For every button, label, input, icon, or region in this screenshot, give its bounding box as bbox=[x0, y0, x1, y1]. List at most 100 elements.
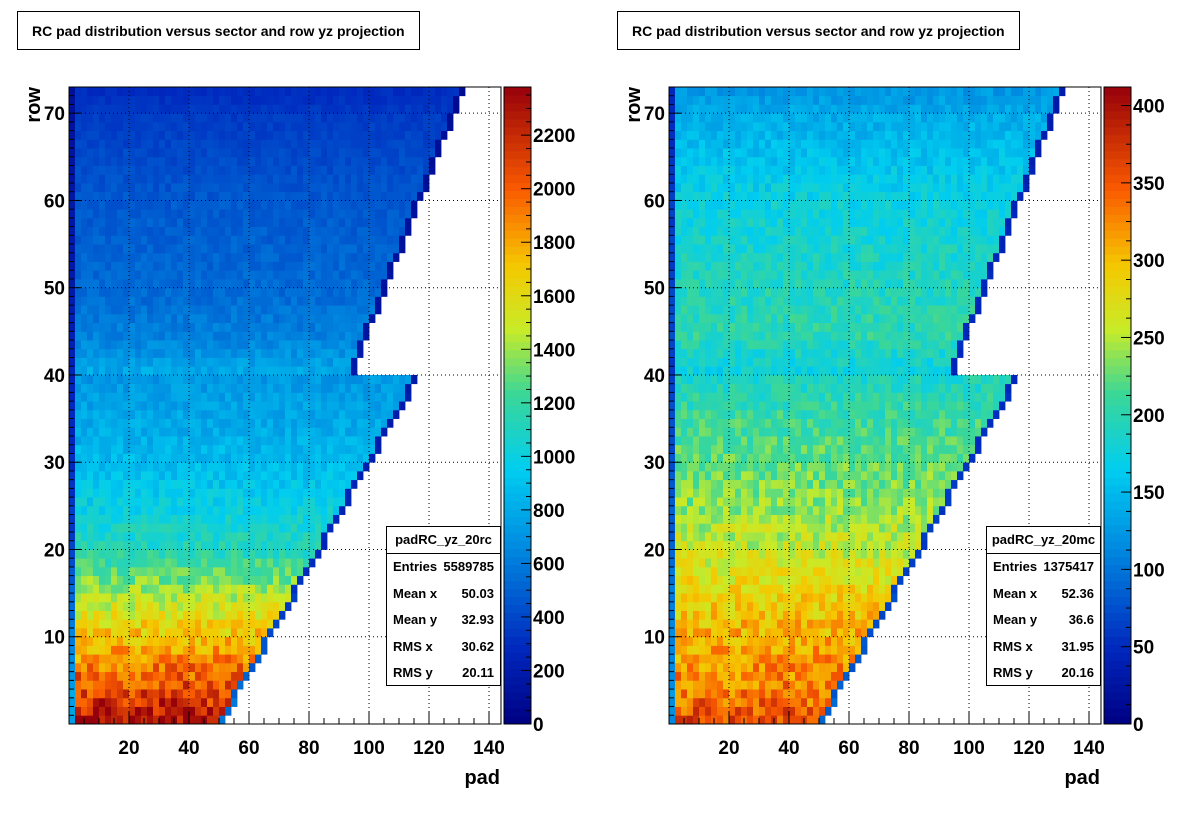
heatmap-cell bbox=[825, 611, 831, 620]
heatmap-cell bbox=[933, 471, 939, 480]
heatmap-cell bbox=[771, 602, 777, 611]
heatmap-cell bbox=[105, 436, 111, 445]
heatmap-cell bbox=[141, 462, 147, 471]
heatmap-cell bbox=[771, 680, 777, 689]
heatmap-cell bbox=[141, 707, 147, 716]
heatmap-cell bbox=[303, 549, 309, 558]
heatmap-cell bbox=[693, 549, 699, 558]
heatmap-cell bbox=[321, 323, 327, 332]
heatmap-cell bbox=[123, 305, 129, 314]
heatmap-cell bbox=[801, 663, 807, 672]
heatmap-cell bbox=[741, 645, 747, 654]
heatmap-cell bbox=[171, 349, 177, 358]
heatmap-cell bbox=[255, 218, 261, 227]
heatmap-cell bbox=[99, 698, 105, 707]
heatmap-cell bbox=[255, 515, 261, 524]
heatmap-cell bbox=[147, 401, 153, 410]
heatmap-cell bbox=[249, 436, 255, 445]
heatmap-cell bbox=[243, 314, 249, 323]
heatmap-cell bbox=[789, 680, 795, 689]
heatmap-cell bbox=[195, 113, 201, 122]
heatmap-cell bbox=[243, 515, 249, 524]
heatmap-cell bbox=[669, 654, 675, 663]
heatmap-cell bbox=[165, 567, 171, 576]
heatmap-cell bbox=[165, 340, 171, 349]
heatmap-cell bbox=[327, 104, 333, 113]
heatmap-cell bbox=[135, 270, 141, 279]
heatmap-cell bbox=[159, 410, 165, 419]
heatmap-cell bbox=[129, 506, 135, 515]
heatmap-cell bbox=[825, 602, 831, 611]
heatmap-cell bbox=[171, 645, 177, 654]
heatmap-cell bbox=[711, 532, 717, 541]
heatmap-cell bbox=[225, 366, 231, 375]
heatmap-cell bbox=[81, 227, 87, 236]
heatmap-cell bbox=[831, 654, 837, 663]
heatmap-cell bbox=[183, 113, 189, 122]
heatmap-cell bbox=[219, 209, 225, 218]
heatmap-cell bbox=[819, 576, 825, 585]
heatmap-cell bbox=[87, 279, 93, 288]
heatmap-cell bbox=[789, 698, 795, 707]
heatmap-cell bbox=[369, 270, 375, 279]
heatmap-cell bbox=[381, 288, 387, 297]
heatmap-cell bbox=[159, 305, 165, 314]
heatmap-cell bbox=[669, 663, 675, 672]
y-tick-label: 10 bbox=[44, 628, 65, 649]
heatmap-cell bbox=[399, 401, 405, 410]
heatmap-cell bbox=[387, 174, 393, 183]
heatmap-cell bbox=[681, 645, 687, 654]
heatmap-cell bbox=[171, 698, 177, 707]
heatmap-cell bbox=[99, 183, 105, 192]
heatmap-cell bbox=[867, 576, 873, 585]
heatmap-cell bbox=[225, 584, 231, 593]
heatmap-cell bbox=[231, 331, 237, 340]
heatmap-cell bbox=[831, 497, 837, 506]
heatmap-cell bbox=[243, 331, 249, 340]
heatmap-cell bbox=[219, 148, 225, 157]
heatmap-cell bbox=[189, 340, 195, 349]
heatmap-cell bbox=[279, 471, 285, 480]
heatmap-cell bbox=[93, 602, 99, 611]
heatmap-cell bbox=[297, 410, 303, 419]
heatmap-cell bbox=[171, 602, 177, 611]
heatmap-cell bbox=[165, 139, 171, 148]
heatmap-cell bbox=[309, 445, 315, 454]
heatmap-cell bbox=[843, 576, 849, 585]
heatmap-cell bbox=[243, 104, 249, 113]
heatmap-cell bbox=[231, 506, 237, 515]
heatmap-cell bbox=[81, 576, 87, 585]
heatmap-cell bbox=[417, 183, 423, 192]
heatmap-cell bbox=[777, 506, 783, 515]
heatmap-cell bbox=[111, 532, 117, 541]
heatmap-cell bbox=[69, 104, 75, 113]
heatmap-cell bbox=[783, 532, 789, 541]
heatmap-cell bbox=[69, 471, 75, 480]
heatmap-cell bbox=[111, 288, 117, 297]
heatmap-cell bbox=[285, 148, 291, 157]
heatmap-cell bbox=[729, 680, 735, 689]
heatmap-cell bbox=[837, 637, 843, 646]
heatmap-cell bbox=[339, 401, 345, 410]
heatmap-cell bbox=[285, 462, 291, 471]
heatmap-cell bbox=[129, 209, 135, 218]
heatmap-cell bbox=[363, 113, 369, 122]
heatmap-cell bbox=[249, 192, 255, 201]
heatmap-cell bbox=[141, 113, 147, 122]
heatmap-cell bbox=[765, 619, 771, 628]
heatmap-cell bbox=[201, 340, 207, 349]
heatmap-cell bbox=[123, 419, 129, 428]
heatmap-cell bbox=[105, 637, 111, 646]
heatmap-cell bbox=[219, 628, 225, 637]
heatmap-cell bbox=[213, 419, 219, 428]
heatmap-cell bbox=[231, 305, 237, 314]
heatmap-cell bbox=[147, 279, 153, 288]
heatmap-cell bbox=[117, 279, 123, 288]
heatmap-cell bbox=[831, 645, 837, 654]
heatmap-cell bbox=[807, 689, 813, 698]
heatmap-cell bbox=[399, 166, 405, 175]
heatmap-cell bbox=[837, 680, 843, 689]
heatmap-cell bbox=[159, 270, 165, 279]
heatmap-cell bbox=[363, 445, 369, 454]
heatmap-cell bbox=[237, 506, 243, 515]
